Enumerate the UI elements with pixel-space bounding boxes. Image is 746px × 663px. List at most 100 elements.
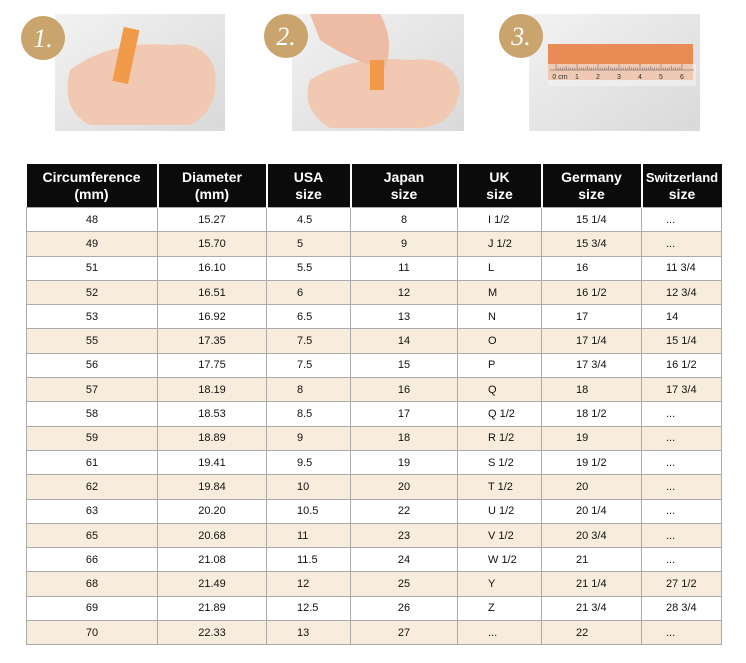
header-line: Switzerland <box>645 169 719 185</box>
header-line: Circumference <box>42 168 141 185</box>
table-row: 55 17.35 7.5 14 O 17 1/4 15 1/4 <box>26 328 722 354</box>
table-cell: 68 <box>26 571 158 597</box>
table-row: 52 16.51 6 12 M 16 1/2 12 3/4 <box>26 279 722 306</box>
table-cell: 20 <box>541 474 642 500</box>
table-row: 59 18.89 9 18 R 1/2 19... <box>26 425 722 451</box>
table-cell: 9 <box>266 425 351 451</box>
table-row: 53 16.92 6.5 13 N 17 14 <box>26 304 722 330</box>
table-cell: ... <box>641 620 722 646</box>
header-line: Diameter <box>182 168 242 185</box>
table-cell: 16 1/2 <box>541 279 642 306</box>
table-cell: 21.49 <box>157 571 267 597</box>
table-cell: 16.10 <box>157 255 267 281</box>
table-cell: M <box>457 279 542 306</box>
table-cell: Q 1/2 <box>457 401 542 427</box>
table-cell: 51 <box>26 255 158 281</box>
table-cell: 56 <box>26 352 158 379</box>
column-header: Diameter (mm) <box>156 164 267 208</box>
table-cell: P <box>457 352 542 379</box>
table-cell: 15 1/4 <box>641 328 722 354</box>
table-cell: 28 3/4 <box>641 595 722 622</box>
table-row: 49 15.70 5 9 J 1/2 15 3/4... <box>26 231 722 257</box>
table-row: 63 20.20 10.5 22 U 1/2 20 1/4... <box>26 498 722 524</box>
table-cell: 12 <box>350 279 458 306</box>
table-cell: R 1/2 <box>457 425 542 451</box>
table-row: 48 15.27 4.5 8 I 1/2 15 1/4... <box>26 206 722 233</box>
table-cell: 18 1/2 <box>541 401 642 427</box>
ruler-label: 1 <box>575 74 579 81</box>
table-cell: ... <box>641 522 722 549</box>
table-cell: 17 3/4 <box>541 352 642 379</box>
table-row: 57 18.19 8 16 Q 18 17 3/4 <box>26 377 722 403</box>
table-cell: 15.27 <box>157 206 267 233</box>
table-cell: 18 <box>541 377 642 403</box>
table-cell: 20 1/4 <box>541 498 642 524</box>
ruler-label: 4 <box>638 74 642 81</box>
step-label: 2. <box>276 22 296 51</box>
table-cell: 16.92 <box>157 304 267 330</box>
table-cell: ... <box>641 206 722 233</box>
table-cell: 65 <box>26 522 158 549</box>
column-header: UK size <box>456 164 542 208</box>
table-cell: 9.5 <box>266 449 351 476</box>
table-cell: 22.33 <box>157 620 267 646</box>
table-cell: 9 <box>350 231 458 257</box>
table-cell: 55 <box>26 328 158 354</box>
table-cell: 21 1/4 <box>541 571 642 597</box>
ruler-label: 6 <box>680 74 684 81</box>
table-cell: 62 <box>26 474 158 500</box>
table-row: 68 21.49 12 25 Y 21 1/4 27 1/2 <box>26 571 722 597</box>
table-cell: 16 <box>541 255 642 281</box>
header-line: (mm) <box>74 185 109 202</box>
table-cell: 25 <box>350 571 458 597</box>
table-cell: 23 <box>350 522 458 549</box>
table-cell: 21.08 <box>157 547 267 573</box>
ruler-label: 2 <box>596 74 600 81</box>
table-cell: 6.5 <box>266 304 351 330</box>
table-cell: V 1/2 <box>457 522 542 549</box>
table-cell: 49 <box>26 231 158 257</box>
table-cell: 18.53 <box>157 401 267 427</box>
header-line: (mm) <box>194 185 230 202</box>
table-cell: 17 <box>541 304 642 330</box>
table-cell: 17 <box>350 401 458 427</box>
table-cell: 19 1/2 <box>541 449 642 476</box>
table-cell: S 1/2 <box>457 449 542 476</box>
table-cell: 15 3/4 <box>541 231 642 257</box>
table-cell: ... <box>457 620 542 646</box>
step-badge-2: 2. <box>264 14 308 58</box>
table-cell: 70 <box>26 620 158 646</box>
table-cell: ... <box>641 231 722 257</box>
table-cell: Z <box>457 595 542 622</box>
table-cell: 21.89 <box>157 595 267 622</box>
table-cell: Q <box>457 377 542 403</box>
header-line: size <box>390 185 418 202</box>
table-cell: 24 <box>350 547 458 573</box>
table-cell: 16 1/2 <box>641 352 722 379</box>
table-cell: 21 3/4 <box>541 595 642 622</box>
table-cell: 4.5 <box>266 206 351 233</box>
step-label: 3. <box>510 22 531 51</box>
column-header: Circumference (mm) <box>26 164 158 208</box>
header-line: size <box>668 185 696 202</box>
table-cell: 8.5 <box>266 401 351 427</box>
table-cell: ... <box>641 474 722 500</box>
table-cell: 7.5 <box>266 352 351 379</box>
table-cell: 59 <box>26 425 158 451</box>
table-cell: 63 <box>26 498 158 524</box>
table-cell: 20.68 <box>157 522 267 549</box>
table-cell: ... <box>641 547 722 573</box>
header-line: size <box>486 185 513 202</box>
size-table: Circumference (mm) Diameter (mm) USA size Japa… <box>26 164 722 646</box>
table-body: 48 15.27 4.5 8 I 1/2 15 1/4... 49 15.70 5 9 J 1/2 1… <box>26 206 722 646</box>
table-cell: 66 <box>26 547 158 573</box>
table-cell: ... <box>641 449 722 476</box>
table-row: 70 22.33 13 27... 22... <box>26 620 722 646</box>
table-cell: J 1/2 <box>457 231 542 257</box>
table-cell: 20 <box>350 474 458 500</box>
table-cell: 12 <box>266 571 351 597</box>
column-header: USA size <box>265 164 351 208</box>
table-cell: 69 <box>26 595 158 622</box>
header-line: size <box>295 185 322 202</box>
